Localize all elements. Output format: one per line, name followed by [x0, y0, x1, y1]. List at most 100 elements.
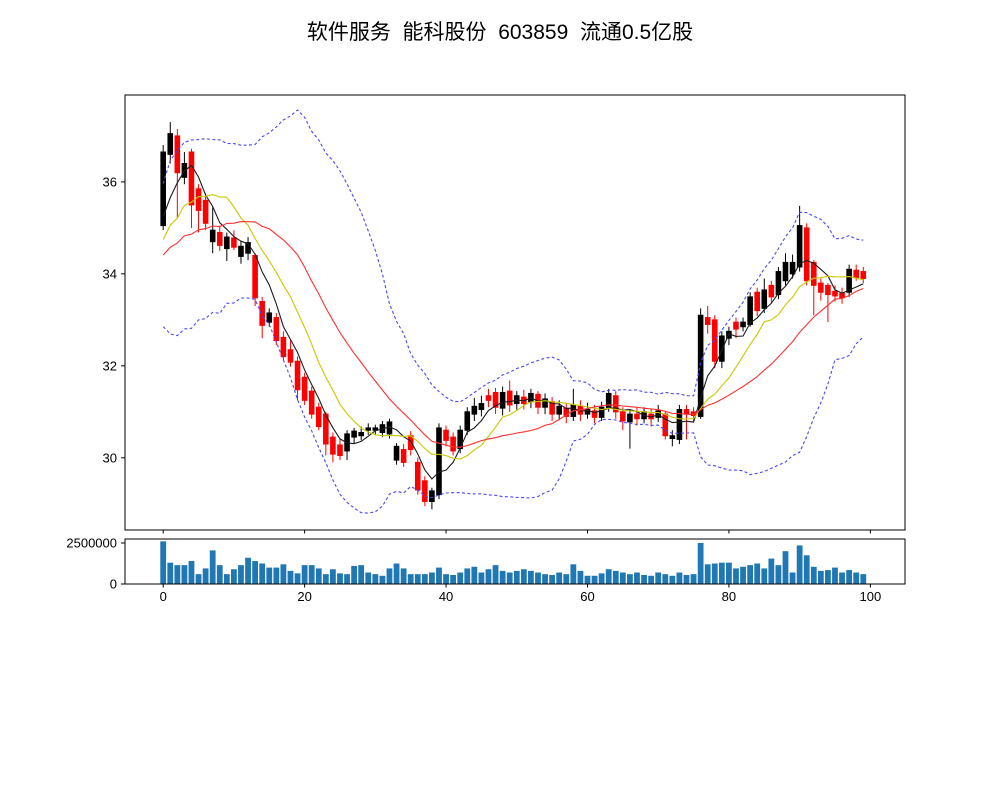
volume-bar: [181, 565, 188, 584]
axes: 30 32 34 36 0 2500000 0 20 40 60 80 100: [66, 174, 881, 604]
volume-series: [160, 541, 867, 584]
candle: [400, 444, 407, 468]
candle-body: [351, 430, 357, 438]
candle-body: [294, 360, 301, 391]
candle-body: [471, 405, 478, 415]
volume-bar: [577, 570, 584, 584]
candle-body: [704, 317, 711, 325]
volume-bar: [846, 570, 853, 584]
candle: [598, 401, 605, 422]
volume-bar: [280, 564, 287, 584]
candle-body: [499, 392, 506, 409]
volume-tick-label: 2500000: [66, 536, 117, 551]
candle-body: [740, 321, 746, 328]
candle: [761, 278, 768, 313]
volume-bar: [612, 570, 619, 584]
candle-body: [202, 199, 209, 224]
volume-bar: [372, 574, 379, 584]
candle-body: [733, 321, 739, 330]
candle: [358, 426, 364, 441]
candle: [789, 254, 796, 279]
volume-bar: [238, 565, 244, 584]
volume-bar: [598, 573, 605, 584]
volume-bar: [775, 565, 782, 584]
candle: [351, 427, 357, 445]
volume-bar: [556, 572, 563, 584]
candle: [436, 423, 442, 500]
candle-body: [238, 245, 244, 257]
volume-bar: [690, 574, 697, 584]
candle-body: [478, 403, 485, 411]
candle: [337, 439, 343, 461]
candle: [450, 432, 456, 456]
volume-bar: [803, 555, 810, 584]
volume-bar: [619, 572, 626, 584]
volume-bar: [789, 572, 796, 584]
volume-bar: [605, 569, 612, 584]
bollinger-upper-line: [162, 109, 864, 403]
candle-body: [761, 289, 768, 309]
candle: [429, 487, 435, 510]
volume-bar: [733, 568, 739, 584]
candle-body: [803, 227, 810, 282]
candle-body: [598, 406, 605, 418]
candle: [711, 315, 718, 369]
candle: [209, 207, 216, 254]
volume-bar: [810, 566, 817, 584]
candle-body: [683, 409, 690, 415]
bollinger-lower-line: [162, 297, 864, 514]
candle-body: [810, 261, 817, 286]
candle: [202, 193, 209, 231]
volume-bar: [761, 568, 768, 584]
volume-bar: [704, 564, 711, 584]
candle-body: [315, 406, 322, 428]
candle-body: [719, 335, 725, 362]
volume-bar: [436, 567, 442, 584]
candle: [499, 386, 506, 416]
candle: [393, 443, 400, 465]
candle: [188, 148, 195, 228]
candle: [492, 387, 499, 415]
candle: [535, 391, 541, 415]
plot-borders: [124, 94, 906, 585]
candle: [308, 386, 315, 419]
candle-body: [429, 490, 435, 502]
candle-body: [365, 427, 372, 431]
candle-body: [591, 410, 598, 418]
volume-bar: [315, 568, 322, 584]
volume-bar: [817, 570, 824, 584]
candle-body: [301, 376, 308, 401]
volume-bar: [223, 574, 230, 584]
volume-bar: [379, 575, 386, 584]
volume-bar: [513, 570, 520, 584]
candle-body: [860, 271, 867, 279]
volume-bar: [726, 562, 732, 584]
candle: [294, 356, 301, 401]
candle-body: [655, 410, 662, 418]
candle: [563, 402, 570, 424]
candle: [676, 404, 683, 445]
candle-body: [266, 312, 273, 323]
candle: [464, 407, 471, 435]
price-plot-border: [124, 94, 906, 531]
candle: [542, 393, 548, 415]
candle: [810, 260, 817, 316]
volume-bar: [768, 558, 775, 584]
volume-bar: [330, 569, 336, 584]
volume-bar: [216, 565, 223, 584]
candle-body: [174, 135, 181, 174]
candle-body: [584, 409, 591, 415]
candle: [471, 398, 478, 422]
candle: [238, 240, 244, 264]
volume-bar: [245, 557, 251, 584]
volume-bar: [344, 574, 350, 584]
volume-bar: [266, 567, 273, 584]
volume-tick-label: 0: [110, 577, 117, 592]
candle-body: [224, 236, 230, 250]
volume-bar: [351, 565, 358, 584]
volume-bar: [160, 541, 167, 584]
candle: [344, 430, 350, 461]
candle: [733, 317, 739, 339]
volume-bar: [634, 572, 640, 584]
